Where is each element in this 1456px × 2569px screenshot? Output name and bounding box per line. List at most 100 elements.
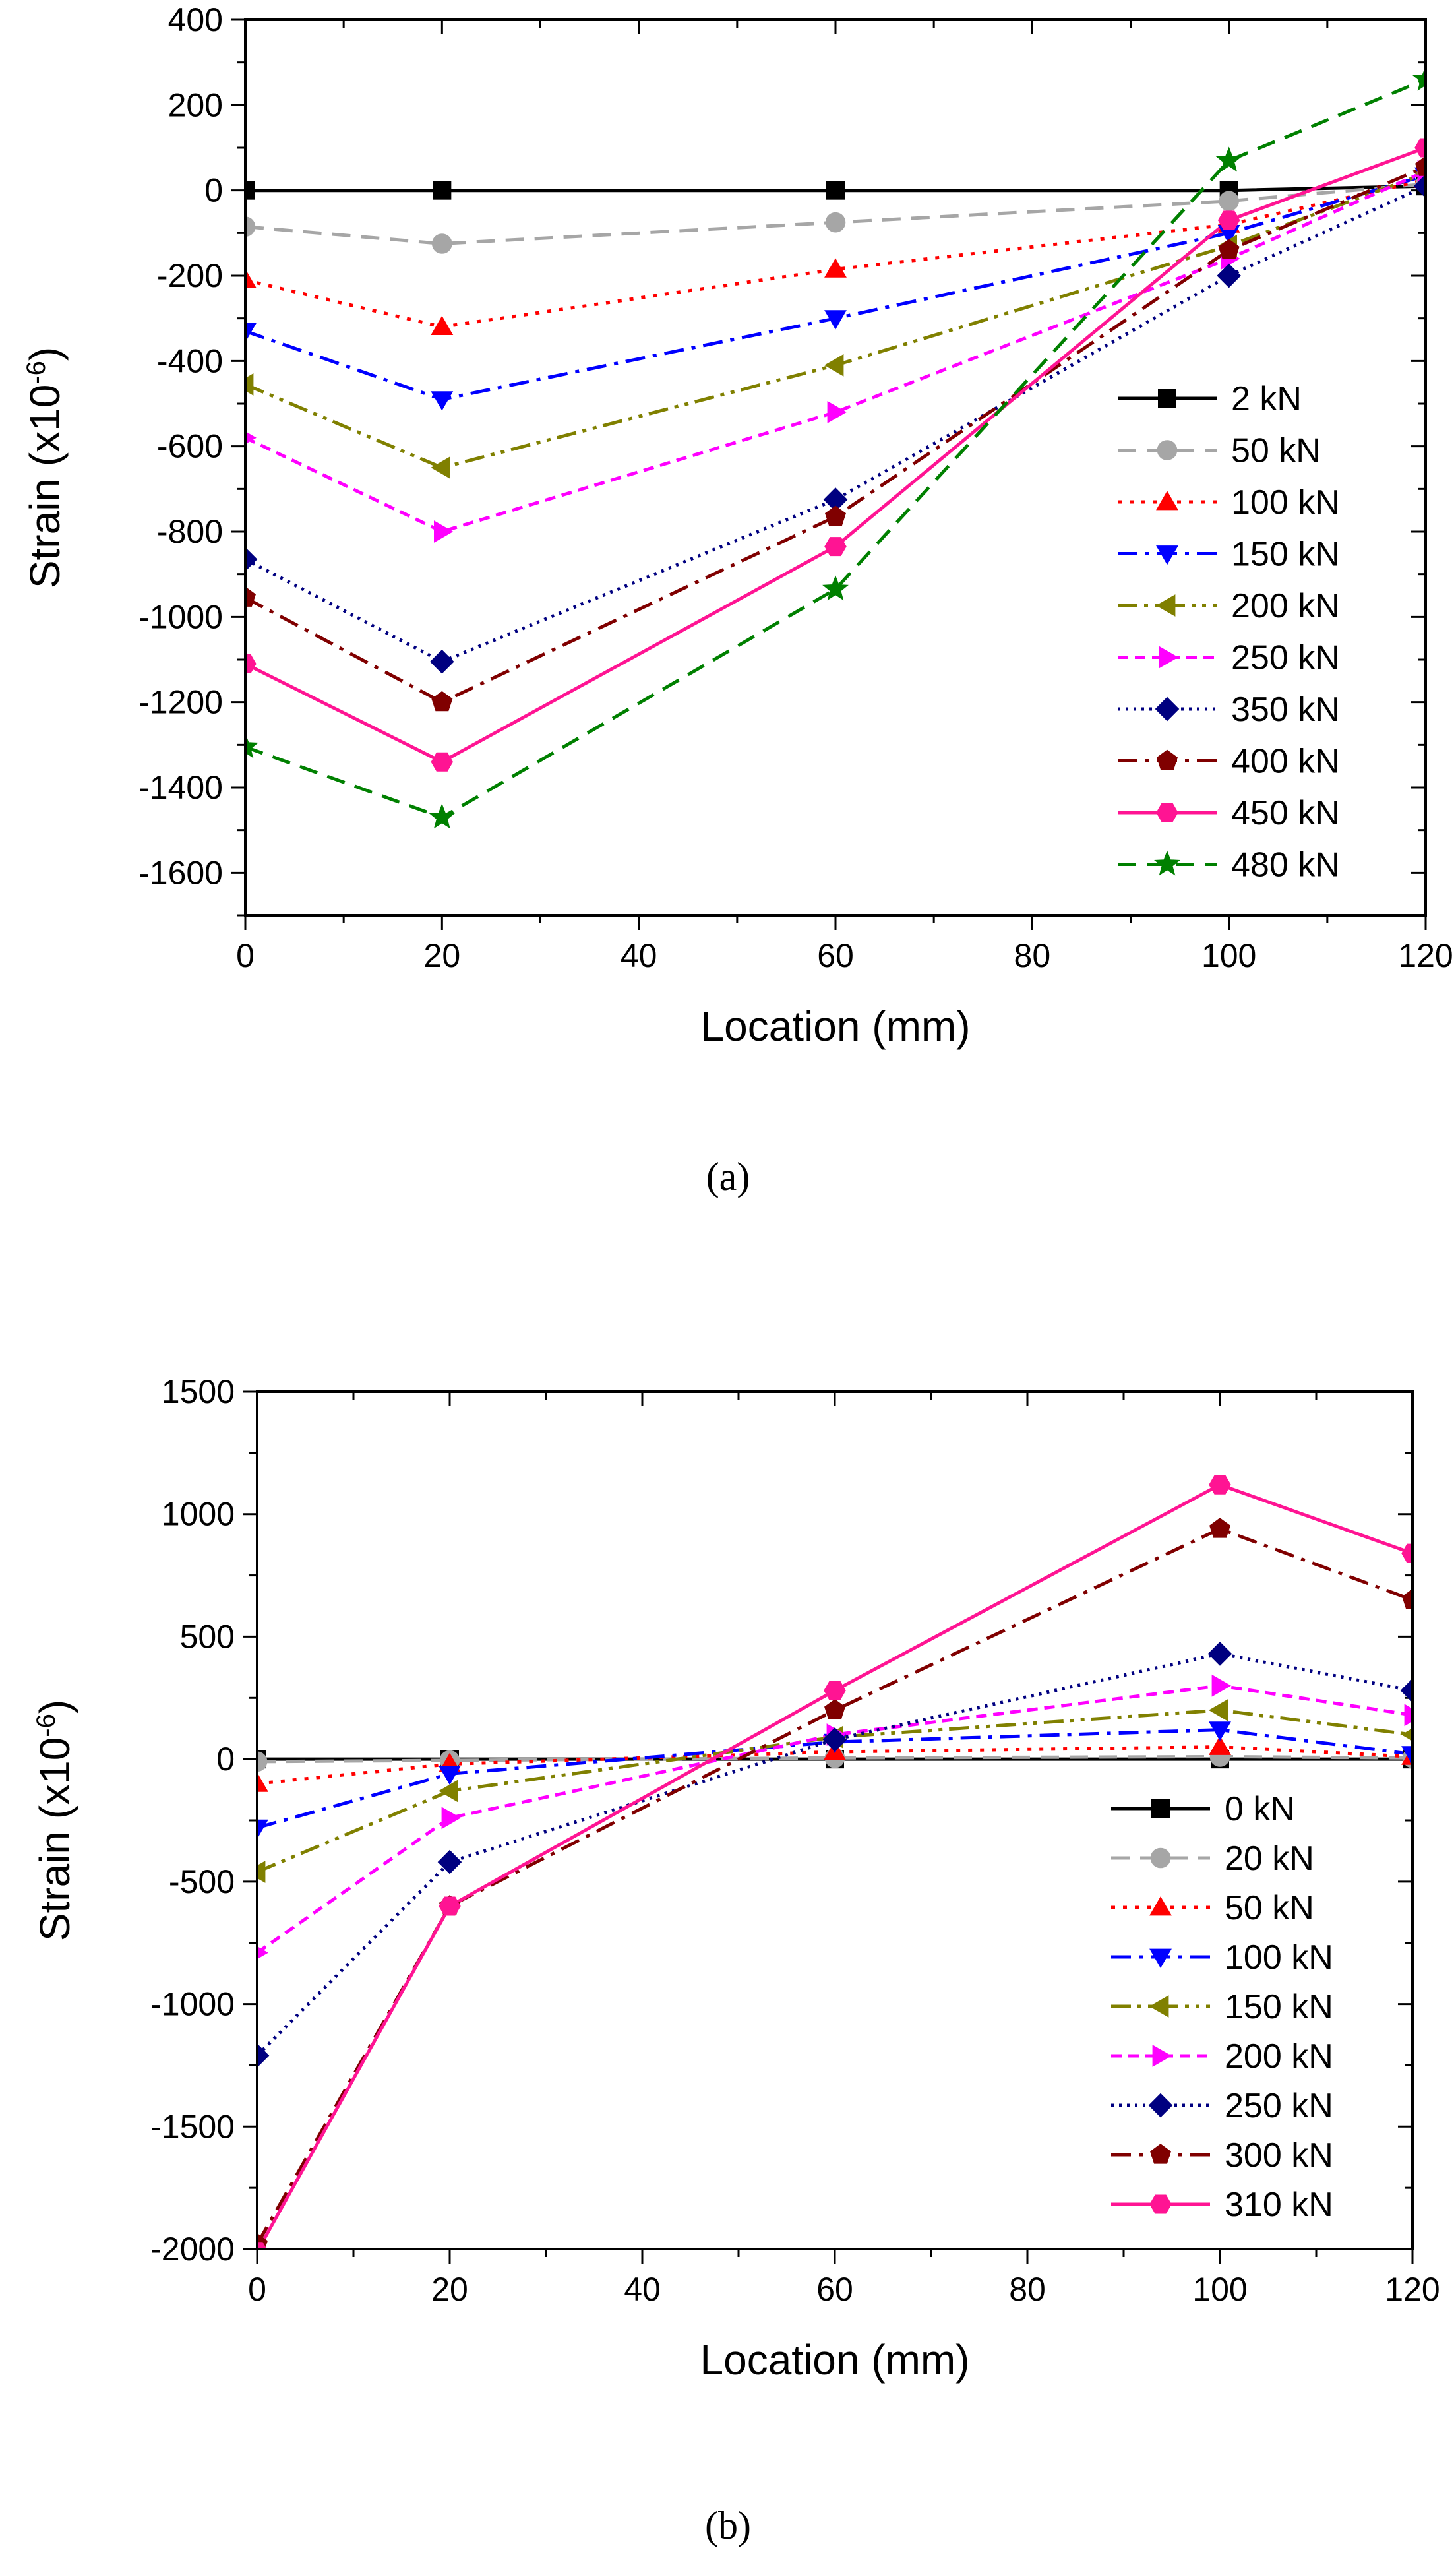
chart-1-legend-entry: 300 kN <box>1111 2136 1333 2175</box>
chart-0-legend-label: 2 kN <box>1231 380 1302 418</box>
chart-0-y-tick-label: -400 <box>157 342 223 379</box>
chart-0-legend-label: 400 kN <box>1231 743 1340 781</box>
chart-0-legend-marker <box>1155 696 1180 722</box>
chart-0-legend-label: 150 kN <box>1231 536 1340 574</box>
chart-0-series-4-point <box>431 456 450 479</box>
chart-0-ticks: 0 20 40 60 80 100 120 -1600 -1400 -1200 -1000 -800 -… <box>138 1 1453 974</box>
chart-0-series-9-point <box>822 575 849 601</box>
chart-1-series-3-point <box>439 1766 461 1785</box>
chart-1-legend-entry: 0 kN <box>1111 1790 1295 1828</box>
chart-0-legend-marker <box>1158 389 1176 408</box>
chart-0-legend-marker <box>1159 646 1179 669</box>
chart-0-legend-entry: 100 kN <box>1118 483 1340 522</box>
chart-1-y-tick-label: -1500 <box>150 2108 235 2145</box>
chart-0-series-8-point <box>431 752 454 772</box>
chart-a: 0 20 40 60 80 100 120 -1600 -1400 -1200 -1000 -800 -… <box>0 0 1456 1134</box>
chart-0-plot-area <box>245 65 1426 829</box>
chart-1-legend-entry: 250 kN <box>1111 2087 1333 2125</box>
chart-1-frame <box>256 1390 1414 2250</box>
chart-0-legend-label: 450 kN <box>1231 794 1340 832</box>
chart-0-series-0-point <box>826 181 845 200</box>
chart-0-legend-marker <box>1156 491 1178 511</box>
chart-0-series-2-point <box>824 258 847 278</box>
chart-1-y-tick-label: 500 <box>180 1618 235 1655</box>
chart-0-y-tick-label: -200 <box>157 257 223 294</box>
chart-1-legend-marker <box>1149 1995 1169 2018</box>
chart-b-svg: 0 20 40 60 80 100 120 -2000 -1500 -1000 -500 0 500 10… <box>31 1373 1440 2384</box>
chart-0-legend-entry: 150 kN <box>1118 536 1340 574</box>
chart-1-x-tick-label: 120 <box>1385 2271 1440 2308</box>
chart-0-series-8-point <box>1414 138 1426 158</box>
chart-0-series-7-point <box>1218 239 1240 259</box>
chart-0-legend-entry: 450 kN <box>1118 794 1340 832</box>
chart-0-legend-entry: 50 kN <box>1118 432 1321 470</box>
chart-1-legend-label: 150 kN <box>1225 1988 1333 2026</box>
chart-a-svg: 0 20 40 60 80 100 120 -1600 -1400 -1200 -1000 -800 -… <box>21 1 1453 1050</box>
chart-1-legend-label: 0 kN <box>1225 1790 1295 1828</box>
chart-1-legend-entry: 100 kN <box>1111 1938 1333 1977</box>
chart-1-series-line-5 <box>257 1684 1412 1954</box>
chart-1-x-tick-label: 20 <box>431 2271 468 2308</box>
chart-1-series-8-point <box>1209 1475 1231 1495</box>
chart-0-frame <box>244 18 1427 917</box>
chart-0-series-7-point <box>1415 156 1426 176</box>
chart-1-series-8-point <box>439 1896 461 1916</box>
chart-0-series-7-point <box>825 505 846 526</box>
chart-1-series-5-point <box>1404 1704 1412 1727</box>
chart-1-plot-area <box>257 1475 1412 2249</box>
chart-0-series-7-point <box>245 586 256 607</box>
chart-0-x-tick-label: 120 <box>1398 937 1453 974</box>
caption-a: (a) <box>706 1155 750 1198</box>
chart-1-series-6-point <box>257 2043 270 2068</box>
chart-b: 0 20 40 60 80 100 120 -2000 -1500 -1000 -500 0 500 10… <box>0 1280 1456 2434</box>
chart-0-series-0-point <box>245 181 255 200</box>
chart-1-series-7-point <box>1402 1588 1412 1609</box>
chart-0-series-5-point <box>434 520 454 543</box>
chart-1-series-7-point <box>1209 1518 1230 1538</box>
chart-1-x-axis-title: Location (mm) <box>700 2336 970 2384</box>
chart-0-legend-marker <box>1154 850 1180 876</box>
chart-1-series-line-6 <box>257 1652 1412 2057</box>
chart-0-series-6-point <box>245 547 258 572</box>
chart-1-legend-label: 300 kN <box>1225 2136 1333 2175</box>
chart-0-legend-label: 250 kN <box>1231 639 1340 677</box>
chart-1-series-5-point <box>1211 1674 1232 1697</box>
chart-1-series-6-point <box>822 1727 847 1752</box>
chart-1-legend-label: 100 kN <box>1225 1938 1333 1977</box>
chart-0-y-tick-label: 200 <box>168 86 223 123</box>
chart-0-legend-label: 50 kN <box>1231 432 1321 470</box>
chart-0-y-tick-label: -1600 <box>138 854 223 891</box>
chart-1-series-5-point <box>441 1807 461 1830</box>
chart-0-legend: 2 kN 50 kN 100 kN 150 kN 200 kN 250 kN 350 kN 4… <box>1118 380 1340 884</box>
chart-1-y-tick-label: -1000 <box>150 1986 235 2023</box>
chart-0-series-1-point <box>825 212 846 233</box>
chart-0-x-tick-label: 0 <box>236 937 255 974</box>
chart-1-legend-entry: 310 kN <box>1111 2186 1333 2224</box>
chart-0-legend-entry: 350 kN <box>1118 691 1340 729</box>
chart-1-legend-label: 50 kN <box>1225 1889 1314 1927</box>
chart-0-y-tick-label: -1400 <box>138 769 223 806</box>
chart-0-legend-entry: 480 kN <box>1118 846 1340 884</box>
chart-1-y-tick-label: 1500 <box>162 1373 235 1410</box>
chart-1-y-axis-title: Strain (x10-6) <box>31 1700 78 1941</box>
chart-0-x-axis-title: Location (mm) <box>701 1003 971 1050</box>
chart-1-legend-marker <box>1148 2093 1173 2118</box>
chart-0-legend-label: 480 kN <box>1231 846 1340 884</box>
chart-1-x-tick-label: 0 <box>248 2271 266 2308</box>
chart-1-legend-entry: 200 kN <box>1111 2037 1333 2076</box>
chart-1-series-4-point <box>257 1861 266 1883</box>
chart-0-x-tick-label: 20 <box>424 937 461 974</box>
chart-0-series-7-point <box>431 691 453 712</box>
chart-1-y-tick-label: 1000 <box>162 1496 235 1533</box>
chart-0-series-2-point <box>431 315 454 335</box>
chart-0-series-2-point <box>245 268 257 288</box>
chart-0-legend-marker <box>1156 803 1178 822</box>
chart-1-legend-label: 310 kN <box>1225 2186 1333 2224</box>
chart-0-x-tick-label: 80 <box>1014 937 1051 974</box>
chart-1-series-8-point <box>1401 1543 1412 1563</box>
chart-0-y-tick-label: -600 <box>157 428 223 465</box>
chart-1-legend-label: 200 kN <box>1225 2037 1333 2076</box>
chart-1-series-6-point <box>1207 1642 1232 1666</box>
chart-0-series-1-point <box>1219 191 1239 212</box>
chart-0-series-9-point <box>1215 146 1242 172</box>
